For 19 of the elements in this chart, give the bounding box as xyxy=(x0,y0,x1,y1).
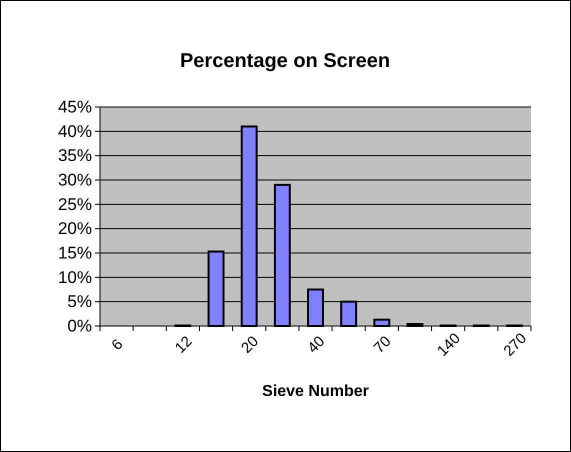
y-tick-label: 25% xyxy=(58,194,92,214)
x-tick-label: 6 xyxy=(108,336,126,354)
x-tick-label: 270 xyxy=(500,330,530,360)
chart-title: Percentage on Screen xyxy=(180,50,390,72)
x-tick-label: 20 xyxy=(238,332,262,357)
y-tick-label: 0% xyxy=(67,316,92,336)
y-tick-label: 40% xyxy=(58,122,92,141)
y-tick-label: 5% xyxy=(67,292,92,312)
x-axis-title: Sieve Number xyxy=(262,383,369,400)
y-tick-label: 20% xyxy=(58,219,92,238)
y-tick-label: 10% xyxy=(58,268,92,287)
y-tick-label: 45% xyxy=(58,97,92,116)
x-tick-label: 140 xyxy=(434,330,464,360)
x-tick-label: 12 xyxy=(172,332,196,357)
x-tick-label: 40 xyxy=(304,332,328,357)
y-tick-label: 15% xyxy=(58,243,92,262)
y-tick-label: 30% xyxy=(58,170,92,190)
x-tick-label: 70 xyxy=(370,332,395,357)
y-tick-label: 35% xyxy=(58,146,92,166)
